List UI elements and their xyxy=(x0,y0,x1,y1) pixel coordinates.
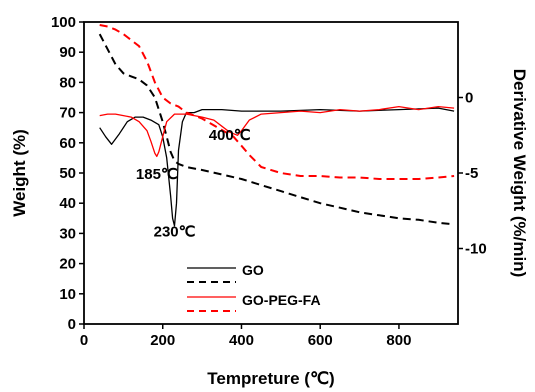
x-tick-label: 200 xyxy=(150,332,175,349)
peak-annotation: 185℃ xyxy=(136,166,178,183)
y-right-tick-label: 0 xyxy=(465,90,473,107)
y-axis-label-right: Derivative Weight (%/min) xyxy=(510,69,529,277)
y-axis-label-left: Weight (%) xyxy=(10,129,29,217)
y-left-tick-label: 30 xyxy=(59,225,76,242)
y-left-tick-label: 80 xyxy=(59,74,76,91)
y-left-tick-label: 20 xyxy=(59,256,76,273)
legend-label-gopegfa: GO-PEG-FA xyxy=(242,292,321,308)
y-left-tick-label: 60 xyxy=(59,135,76,152)
y-left-tick-label: 90 xyxy=(59,44,76,61)
series-go-peg-fa-tga xyxy=(99,24,455,180)
peak-annotation: 230℃ xyxy=(154,223,196,240)
x-tick-label: 400 xyxy=(229,332,254,349)
x-axis-label: Tempreture (℃) xyxy=(207,369,334,388)
plot-curves xyxy=(98,24,455,227)
annotations: 185℃ 230℃ 400℃ xyxy=(136,127,251,241)
y-left-tick-label: 100 xyxy=(51,14,76,31)
axes: 0 200 400 600 800 0 10 20 30 40 50 60 70 80 90 100 0 -5 -1… xyxy=(51,14,487,349)
x-tick-label: 800 xyxy=(386,332,411,349)
y-left-tick-label: 40 xyxy=(59,195,76,212)
y-left-tick-label: 10 xyxy=(59,286,76,303)
y-right-tick-label: -5 xyxy=(465,165,478,182)
series-go-tga xyxy=(98,33,455,226)
x-tick-label: 0 xyxy=(80,332,88,349)
y-left-tick-label: 50 xyxy=(59,165,76,182)
peak-annotation: 400℃ xyxy=(209,127,251,144)
x-tick-label: 600 xyxy=(308,332,333,349)
y-left-tick-label: 0 xyxy=(68,316,76,333)
series-go-peg-fa-derivative xyxy=(99,105,455,158)
legend-label-go: GO xyxy=(242,262,264,278)
legend: GO GO-PEG-FA xyxy=(187,262,321,312)
y-left-tick-label: 70 xyxy=(59,105,76,122)
y-right-tick-label: -10 xyxy=(465,241,487,258)
